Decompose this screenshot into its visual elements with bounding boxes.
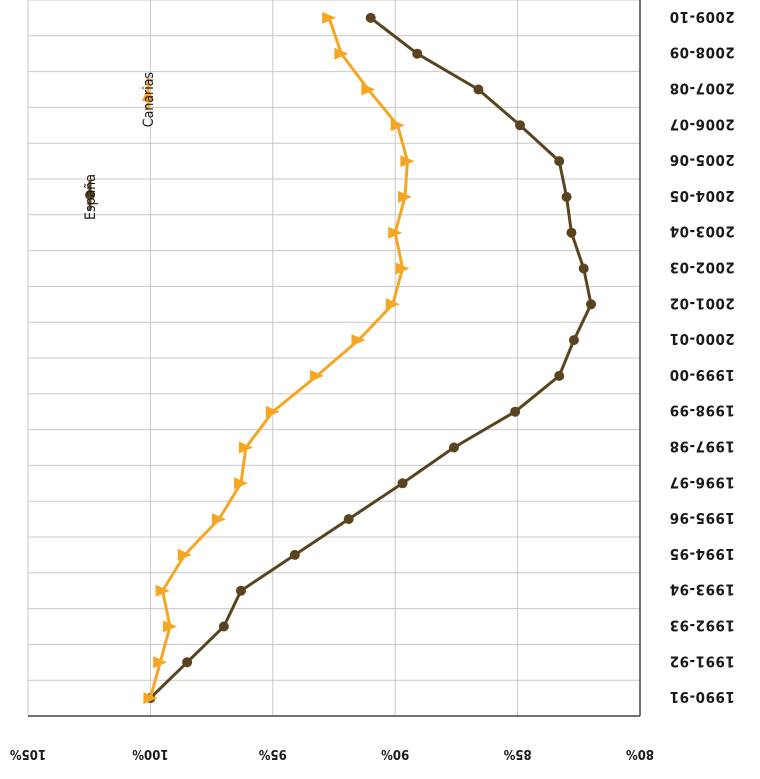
category-tick-label: 2000-01: [669, 330, 734, 348]
category-tick-label: 2008-09: [669, 44, 734, 62]
category-tick-label: 2003-04: [669, 223, 734, 241]
legend-marker: [85, 190, 95, 200]
data-point: [395, 262, 410, 275]
data-point: [397, 478, 408, 489]
data-point: [361, 83, 376, 96]
category-tick-label: 1990-91: [669, 688, 734, 706]
series-canarias: [143, 11, 415, 705]
data-point: [177, 548, 192, 561]
data-point: [578, 263, 589, 274]
data-point: [510, 406, 521, 417]
data-point: [568, 335, 579, 346]
data-point: [448, 442, 459, 453]
data-point: [561, 191, 572, 202]
data-point: [235, 585, 246, 596]
category-tick-label: 2006-07: [669, 115, 734, 133]
value-tick-label: 100%: [132, 746, 168, 761]
data-point: [182, 657, 193, 668]
legend-marker: [142, 87, 154, 101]
series-espaa: [145, 12, 597, 704]
category-tick-label: 1999-00: [669, 366, 734, 384]
value-tick-label: 80%: [626, 746, 654, 761]
data-point: [586, 299, 597, 310]
data-point: [143, 692, 158, 705]
series-line: [149, 16, 593, 700]
data-point: [351, 334, 366, 347]
category-tick-label: 1995-96: [669, 509, 734, 527]
category-tick-label: 1997-98: [669, 438, 734, 456]
data-point: [388, 226, 403, 239]
legend: España Canarias: [83, 72, 157, 220]
grid: [27, 0, 641, 717]
data-point: [238, 441, 253, 454]
axes: [28, 0, 641, 717]
category-tick-label: 1993-94: [669, 581, 734, 599]
category-tick-label: 1994-95: [669, 545, 734, 563]
data-point: [365, 12, 376, 23]
data-point: [155, 584, 170, 597]
data-point: [289, 549, 300, 560]
data-point: [566, 227, 577, 238]
legend-label: España: [83, 174, 99, 220]
data-point: [412, 48, 423, 59]
data-point: [473, 84, 484, 95]
data-point: [390, 119, 405, 132]
data-point: [515, 120, 526, 131]
data-point: [385, 298, 400, 311]
category-tick-label: 1992-93: [669, 617, 734, 635]
data-point: [397, 190, 412, 203]
data-point: [343, 514, 354, 525]
data-point: [162, 620, 177, 633]
category-tick-label: 2004-05: [669, 187, 734, 205]
data-point: [554, 156, 565, 167]
category-tick-label: 2005-06: [669, 151, 734, 169]
value-tick-label: 95%: [259, 746, 287, 761]
data-point: [400, 155, 415, 168]
legend-item: Canarias: [141, 72, 157, 127]
data-point: [334, 47, 349, 60]
series-group: [143, 11, 597, 705]
value-tick-label: 105%: [10, 746, 46, 761]
category-tick-label: 1991-92: [669, 652, 734, 670]
data-point: [322, 11, 337, 24]
data-point: [265, 405, 280, 418]
value-tick-label: 90%: [381, 746, 409, 761]
data-point: [233, 477, 248, 490]
tick-labels: 105% 100% 95% 90% 85% 80% 1990-91 1991-92 1992-9…: [10, 8, 735, 761]
value-tick-label: 85%: [503, 746, 531, 761]
legend-item: España: [83, 174, 99, 220]
legend-label: Canarias: [141, 72, 157, 127]
data-point: [218, 621, 229, 632]
data-point: [153, 656, 168, 669]
category-tick-label: 2002-03: [669, 259, 734, 277]
category-tick-label: 2001-02: [669, 294, 734, 312]
category-tick-label: 1998-99: [669, 402, 734, 420]
data-point: [211, 513, 226, 526]
category-tick-label: 2007-08: [669, 80, 734, 98]
series-line: [148, 17, 409, 699]
data-point: [554, 370, 565, 381]
data-point: [309, 369, 324, 382]
category-tick-label: 2009-10: [669, 8, 734, 26]
category-tick-label: 1996-97: [669, 473, 734, 491]
